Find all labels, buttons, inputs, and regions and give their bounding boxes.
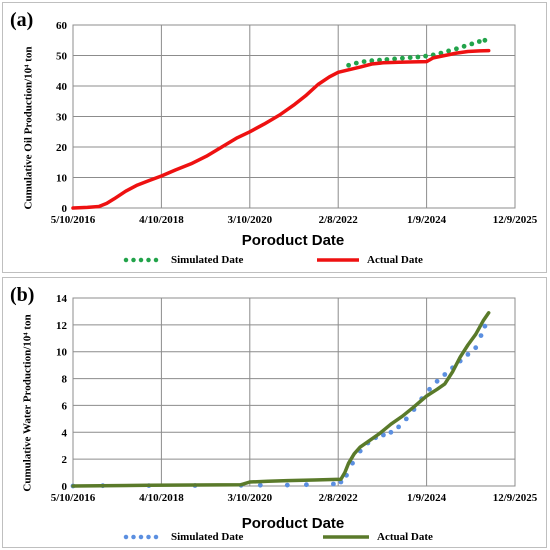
data-point-simulated [478, 333, 484, 338]
water-production-chart: 5/10/2016 4/10/2018 3/10/2020 2/8/2022 1/9/2… [51, 293, 538, 504]
y-tick-label: 2 [62, 454, 68, 466]
data-point-simulated [384, 57, 390, 62]
y-tick-label: 10 [56, 173, 68, 185]
plot-area-border [72, 24, 516, 209]
data-point-simulated [353, 60, 359, 66]
legend-label: Actual Date [377, 531, 433, 543]
data-point-simulated [476, 39, 482, 44]
legend-item-simulated: Simulated Date [123, 531, 243, 543]
chart-panel-b: 5/10/2016 4/10/2018 3/10/2020 2/8/2022 1/9/2… [2, 277, 547, 548]
y-axis-label-wrap: Cumulative Oil Production/10⁴ ton [19, 23, 37, 233]
y-tick-label: 30 [56, 112, 68, 124]
data-point-simulated [331, 481, 336, 487]
x-tick-label: 4/10/2018 [139, 492, 184, 504]
legend-label: Simulated Date [171, 254, 244, 266]
legend-item-actual: Actual Date [315, 254, 423, 266]
x-tick-label: 3/10/2020 [227, 214, 272, 226]
y-tick-label: 14 [56, 293, 68, 305]
y-tick-label: 0 [62, 481, 68, 493]
legend-label: Simulated Date [171, 531, 244, 543]
x-tick-label: 1/9/2024 [407, 492, 447, 504]
data-point-simulated [396, 424, 401, 430]
data-point-simulated [377, 57, 382, 63]
data-point-simulated [407, 55, 413, 60]
data-point-simulated [473, 345, 479, 351]
x-tick-label: 1/9/2024 [407, 214, 447, 226]
data-point-simulated [454, 46, 459, 52]
y-tick-label: 4 [62, 427, 68, 439]
panel-label: (a) [10, 9, 34, 31]
data-point-simulated [346, 62, 351, 68]
legend-label: Actual Date [367, 254, 423, 266]
legend-item-actual: Actual Date [321, 531, 433, 543]
x-axis-label: Poroduct Date [241, 515, 345, 532]
data-point-simulated [469, 41, 475, 47]
data-point-simulated [392, 56, 397, 62]
data-point-simulated [461, 43, 467, 49]
y-tick-label: 8 [62, 374, 68, 386]
oil-production-chart: 5/10/2016 4/10/2018 3/10/2020 2/8/2022 1/9/2… [51, 20, 538, 226]
chart-panel-a: 5/10/2016 4/10/2018 3/10/2020 2/8/2022 1/9/2… [2, 2, 547, 273]
y-tick-label: 12 [56, 320, 68, 332]
x-tick-label: 4/10/2018 [139, 214, 184, 226]
data-point-simulated [482, 323, 488, 329]
x-axis-label: Poroduct Date [241, 232, 345, 249]
data-point-simulated [257, 482, 263, 488]
data-point-simulated [446, 48, 451, 54]
y-tick-label: 40 [56, 81, 68, 93]
y-tick-label: 60 [56, 20, 68, 32]
data-point-simulated [369, 58, 375, 64]
legend-key-solid [315, 255, 361, 265]
panel-label: (b) [10, 284, 35, 306]
x-tick-label: 2/8/2022 [319, 214, 359, 226]
data-point-simulated [284, 482, 290, 488]
legend-key-dotted [123, 255, 165, 265]
x-tick-label: 5/10/2016 [51, 214, 96, 226]
legend-item-simulated: Simulated Date [123, 254, 243, 266]
data-point-simulated [423, 53, 428, 59]
data-point-simulated [400, 55, 405, 61]
y-axis-label: Cumulative Water Production/10⁴ ton [22, 314, 35, 492]
y-tick-label: 10 [56, 347, 68, 359]
y-tick-label: 20 [56, 142, 68, 154]
data-point-simulated [442, 372, 448, 377]
y-axis-label-wrap: Cumulative Water Production/10⁴ ton [19, 298, 37, 508]
data-point-simulated [304, 482, 309, 488]
data-point-simulated [415, 54, 421, 60]
x-tick-label: 2/8/2022 [319, 492, 359, 504]
data-point-simulated [381, 432, 386, 438]
data-point-simulated [434, 378, 440, 384]
y-axis-label: Cumulative Oil Production/10⁴ ton [22, 46, 35, 210]
legend-key-solid [321, 532, 371, 542]
data-point-simulated [427, 386, 432, 392]
x-tick-label: 5/10/2016 [51, 492, 96, 504]
data-point-simulated [361, 59, 367, 64]
data-point-simulated [388, 429, 394, 435]
plot-area-border [72, 297, 516, 487]
x-tick-label: 12/9/2025 [493, 214, 538, 226]
y-tick-label: 50 [56, 51, 68, 63]
y-tick-label: 0 [62, 203, 68, 215]
data-point-simulated [482, 37, 488, 43]
legend-key-dotted [123, 532, 165, 542]
data-point-simulated [465, 352, 471, 357]
x-tick-label: 3/10/2020 [227, 492, 272, 504]
y-tick-label: 6 [62, 400, 68, 412]
series-line-actual [71, 48, 491, 210]
series-line-actual [71, 311, 491, 488]
x-tick-label: 12/9/2025 [493, 492, 538, 504]
data-point-simulated [403, 416, 409, 422]
